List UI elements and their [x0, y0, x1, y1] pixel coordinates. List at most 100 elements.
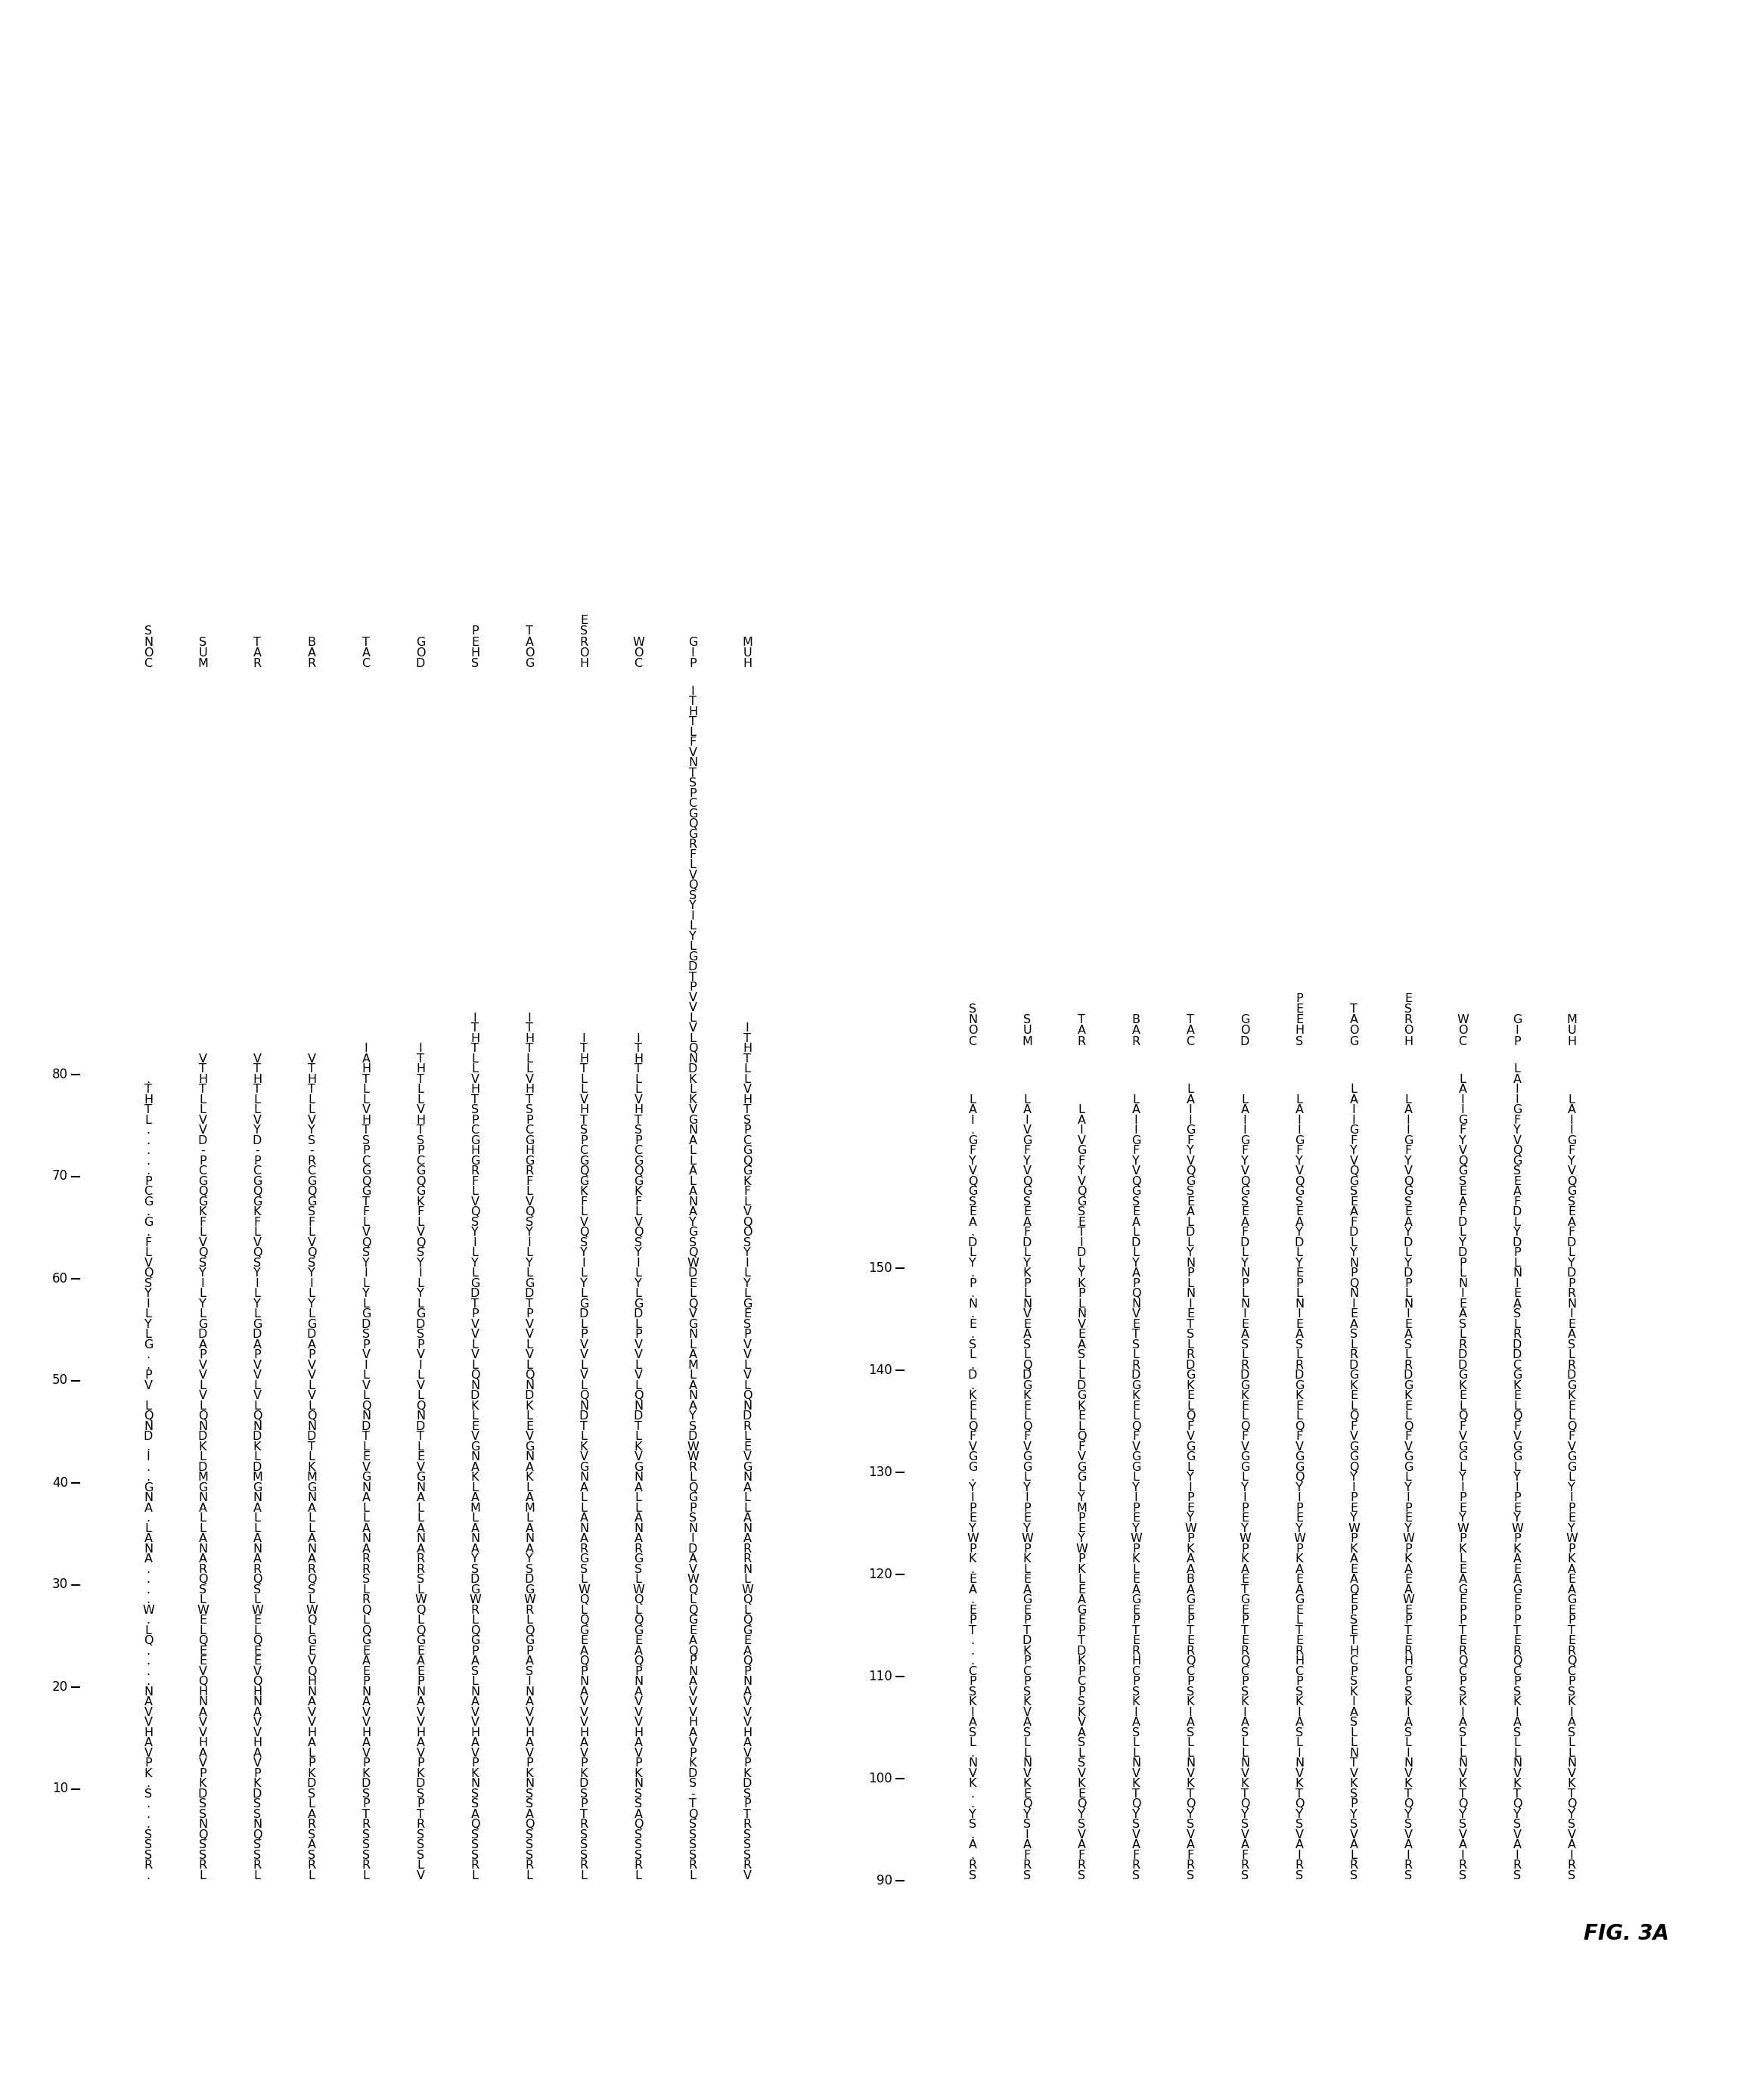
Text: D: D [1076, 1380, 1087, 1390]
Text: .: . [147, 1564, 150, 1575]
Text: V: V [742, 1350, 751, 1361]
Text: A: A [1078, 1025, 1085, 1035]
Text: W: W [197, 1604, 208, 1615]
Text: N: N [1349, 1747, 1359, 1760]
Text: A: A [688, 1676, 697, 1686]
Text: F: F [1350, 1422, 1357, 1432]
Text: M: M [524, 1501, 535, 1514]
Text: V: V [688, 1697, 697, 1707]
Text: D: D [197, 1134, 208, 1147]
Text: S: S [634, 1840, 643, 1850]
Text: I: I [1188, 1105, 1191, 1115]
Text: V: V [1022, 1308, 1031, 1319]
Text: S: S [1350, 1789, 1357, 1800]
Text: P: P [1405, 1615, 1412, 1625]
Text: A: A [1459, 1573, 1467, 1585]
Text: L: L [634, 1493, 641, 1504]
Text: A: A [1078, 1594, 1085, 1606]
Text: L: L [1350, 1340, 1357, 1350]
Text: W: W [1403, 1533, 1413, 1544]
Text: E: E [253, 1615, 260, 1625]
Text: N: N [968, 1298, 977, 1310]
Text: B: B [307, 636, 316, 647]
Text: P: P [688, 1501, 697, 1514]
Text: N: N [688, 1054, 697, 1065]
Text: A: A [1567, 1329, 1576, 1340]
Text: R: R [1078, 1035, 1085, 1048]
Text: P: P [1567, 1501, 1576, 1514]
Text: A: A [1295, 1216, 1303, 1228]
Text: N: N [253, 1493, 262, 1504]
Text: L: L [307, 1625, 314, 1636]
Text: N: N [968, 1758, 977, 1768]
Text: L: L [1078, 1747, 1085, 1760]
Text: F: F [1242, 1144, 1249, 1157]
Text: A: A [199, 1554, 206, 1565]
Text: L: L [199, 1105, 206, 1115]
Text: S: S [580, 1850, 587, 1861]
Text: S: S [744, 1115, 751, 1126]
Text: A: A [688, 1401, 697, 1411]
Text: T: T [1186, 1319, 1195, 1329]
Text: P: P [744, 1665, 751, 1678]
Text: N: N [1022, 1298, 1032, 1310]
Text: Q: Q [688, 1044, 697, 1054]
Text: I: I [1460, 1483, 1464, 1493]
Text: L: L [1132, 1411, 1139, 1422]
Text: I: I [1406, 1747, 1410, 1760]
Text: W: W [578, 1583, 590, 1596]
Text: E: E [1024, 1401, 1031, 1411]
Text: F: F [1024, 1144, 1031, 1157]
Text: G: G [1186, 1369, 1195, 1382]
Text: E: E [1132, 1636, 1139, 1646]
Text: .: . [971, 1644, 975, 1657]
Text: V: V [526, 1073, 533, 1086]
Text: A: A [580, 1533, 589, 1544]
Text: K: K [1132, 1554, 1139, 1565]
Text: V: V [416, 1350, 425, 1361]
Text: S: S [744, 1237, 751, 1247]
Text: I: I [1298, 1850, 1302, 1861]
Text: V: V [199, 1758, 206, 1768]
Text: L: L [253, 1451, 260, 1464]
Text: V: V [688, 1023, 697, 1033]
Text: V: V [1567, 1829, 1576, 1840]
Text: G: G [1349, 1369, 1359, 1382]
Text: O: O [578, 647, 589, 659]
Text: P: P [1350, 1493, 1357, 1504]
Text: H: H [688, 1718, 697, 1728]
Text: C: C [968, 1035, 977, 1048]
Text: .: . [147, 1655, 150, 1667]
Text: L: L [1405, 1094, 1412, 1105]
Text: A: A [470, 1655, 479, 1667]
Text: L: L [363, 1583, 369, 1596]
Text: T: T [362, 1126, 370, 1136]
Text: L: L [418, 1441, 425, 1453]
Text: A: A [362, 1697, 370, 1707]
Text: E: E [1186, 1390, 1195, 1401]
Text: Y: Y [1024, 1155, 1031, 1168]
Text: G: G [307, 1636, 316, 1646]
Text: G: G [1295, 1451, 1303, 1464]
Text: N: N [143, 1422, 152, 1432]
Text: L: L [307, 1094, 314, 1105]
Text: L: L [363, 1512, 369, 1525]
Text: D: D [1567, 1369, 1576, 1382]
Text: S: S [307, 1829, 316, 1840]
Text: P: P [1567, 1544, 1576, 1554]
Text: V: V [1078, 1829, 1085, 1840]
Text: K: K [1240, 1697, 1249, 1707]
Text: P: P [253, 1768, 260, 1779]
Text: S: S [1405, 1004, 1412, 1014]
Text: N: N [197, 1697, 208, 1707]
Text: N: N [416, 1533, 425, 1544]
Text: A: A [199, 1340, 206, 1350]
Text: S: S [1405, 1340, 1412, 1350]
Text: E: E [1459, 1298, 1466, 1310]
Text: L: L [145, 1522, 152, 1535]
Text: S: S [199, 1258, 206, 1268]
Text: L: L [1242, 1287, 1247, 1300]
Text: Q: Q [1132, 1798, 1141, 1810]
Text: V: V [1022, 1768, 1031, 1779]
Text: G: G [1567, 1594, 1576, 1606]
